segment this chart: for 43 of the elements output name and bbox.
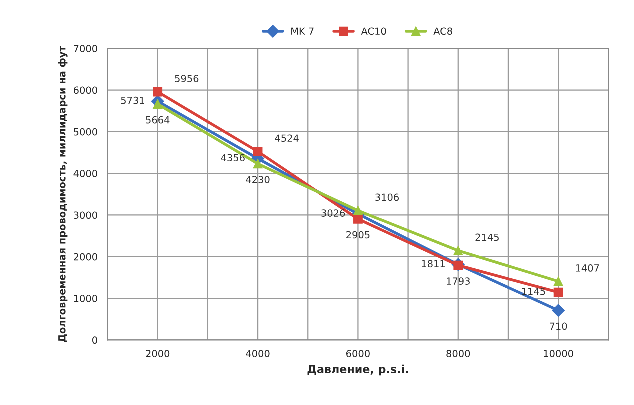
- y-tick-label: 5000: [74, 128, 98, 136]
- point: [153, 87, 163, 97]
- y-tick-label: 7000: [74, 45, 98, 52]
- y-axis-title: Долговременная проводимость, миллидарси на фут: [58, 46, 68, 342]
- point: [552, 304, 565, 318]
- data-label: 3026: [322, 210, 346, 217]
- y-tick-label: 3000: [74, 212, 98, 220]
- x-tick-label: 6000: [346, 350, 370, 358]
- y-tick-label: 0: [92, 336, 98, 344]
- data-label: 1793: [447, 278, 470, 285]
- point: [554, 276, 564, 286]
- point: [354, 206, 363, 216]
- legend-label: AC10: [361, 28, 386, 36]
- x-axis-title: Давление, p.s.i.: [308, 364, 408, 376]
- x-tick-label: 2000: [146, 350, 170, 358]
- data-label: 3106: [376, 194, 400, 202]
- x-tick-label: 4000: [246, 350, 270, 358]
- data-label: 5956: [175, 75, 199, 82]
- data-label: 2905: [346, 231, 370, 239]
- data-label: 1407: [576, 264, 600, 272]
- legend-label: AC8: [434, 28, 452, 36]
- data-label: 4524: [275, 134, 299, 142]
- legend-label: MK 7: [292, 28, 314, 35]
- point: [554, 288, 564, 298]
- data-label: 1145: [522, 288, 546, 296]
- y-tick-label: 4000: [74, 170, 98, 178]
- point: [253, 147, 263, 156]
- point: [253, 159, 263, 169]
- data-label: 5664: [146, 116, 170, 124]
- y-tick-label: 2000: [74, 253, 98, 261]
- data-label: 4230: [246, 176, 270, 184]
- data-label: 2145: [476, 234, 499, 242]
- x-tick-label: 8000: [446, 350, 470, 358]
- y-tick-label: 6000: [74, 86, 98, 94]
- point: [354, 214, 363, 224]
- point: [454, 246, 464, 256]
- data-label: 5731: [121, 96, 144, 104]
- data-label: 1811: [422, 260, 445, 268]
- point: [153, 100, 163, 109]
- data-label: 4356: [221, 154, 245, 162]
- data-label: 710: [550, 322, 568, 330]
- y-tick-label: 1000: [74, 295, 98, 302]
- x-tick-label: 10000: [544, 350, 574, 358]
